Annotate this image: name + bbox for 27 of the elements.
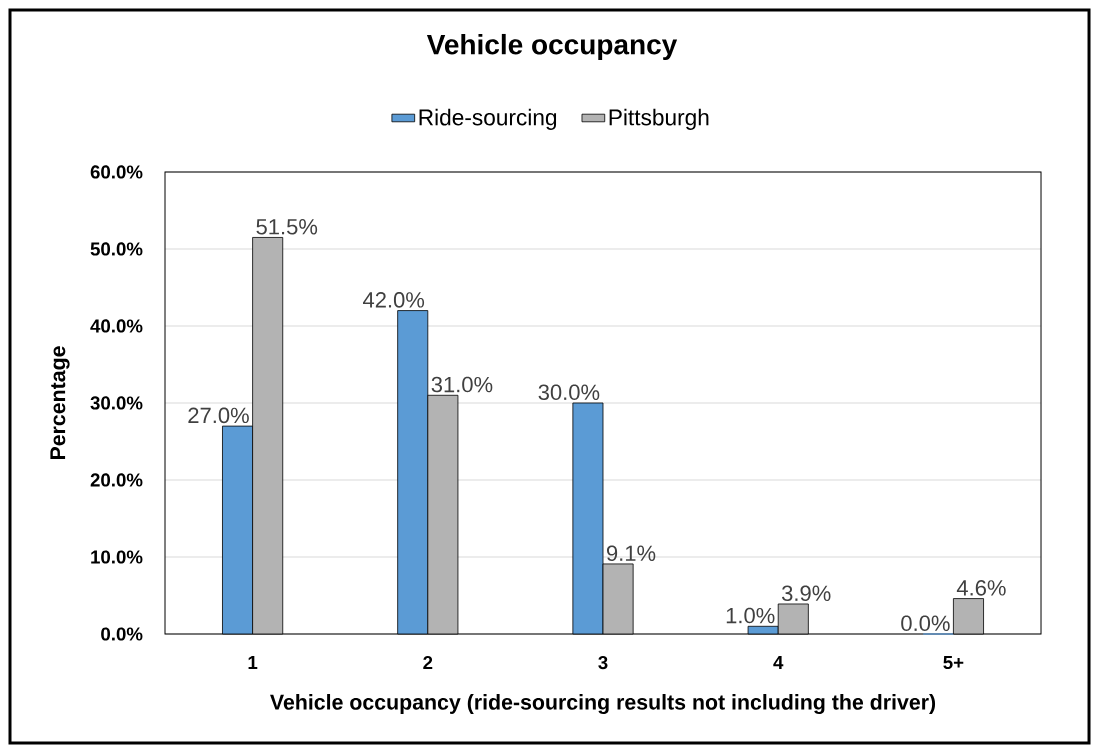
data-label: 51.5%: [256, 219, 318, 235]
data-label: 27.0%: [188, 407, 249, 424]
x-tick-label: 4: [773, 656, 784, 669]
data-label: 31.0%: [431, 376, 493, 393]
y-tick-label: 20.0%: [90, 473, 143, 487]
data-label: 30.0%: [538, 384, 600, 401]
data-label: 9.1%: [606, 545, 656, 561]
data-label: 0.0%: [901, 615, 950, 632]
chart-title: Vehicle occupancy: [426, 33, 678, 61]
x-tick-label: 3: [598, 656, 608, 670]
y-tick-label: 40.0%: [90, 319, 143, 333]
y-tick-label: 0.0%: [101, 627, 143, 641]
data-label: 1.0%: [726, 607, 775, 624]
legend-label: Ride-sourcing: [419, 108, 557, 130]
y-tick-label: 10.0%: [91, 550, 143, 564]
x-axis-title: Vehicle occupancy (ride-sourcing results not including the driver): [270, 694, 936, 714]
x-tick-label: 5+: [943, 656, 964, 670]
x-tick-label: 1: [248, 656, 258, 669]
y-tick-label: 30.0%: [90, 396, 143, 410]
data-label: 4.6%: [956, 580, 1006, 596]
legend-label: Pittsburgh: [609, 108, 709, 130]
data-label: 42.0%: [362, 292, 425, 308]
data-label: 3.9%: [781, 585, 831, 602]
y-axis-title: Percentage: [50, 346, 70, 460]
x-tick-label: 2: [423, 656, 433, 670]
y-tick-label: 50.0%: [90, 242, 143, 256]
y-tick-label: 60.0%: [90, 165, 143, 179]
